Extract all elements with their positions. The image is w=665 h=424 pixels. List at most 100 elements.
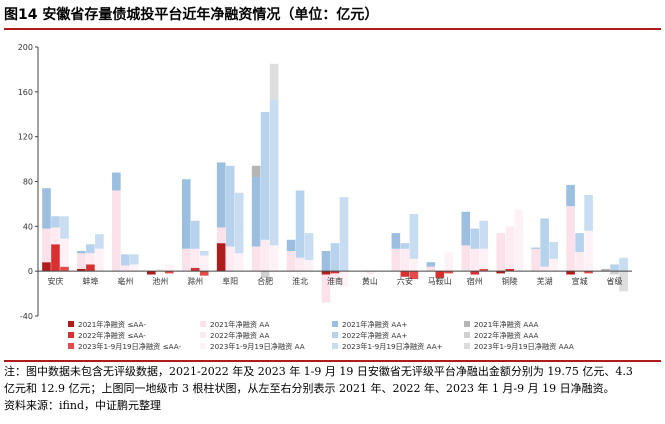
bar-segment-2022-AA [155, 268, 165, 272]
bar-segment-2021-AAminus [77, 268, 86, 272]
bar-segment-2022-AAminus [190, 267, 200, 272]
x-tick-label: 池州 [152, 276, 168, 286]
y-tick-label: 80 [23, 178, 33, 187]
bar-segment-2021-AAminus [216, 243, 226, 272]
bar-segment-2021-AAplus [286, 239, 296, 251]
legend-swatch [68, 332, 74, 338]
bar-segment-2022-AAminus [470, 271, 480, 275]
net-financing-chart: -40 0 40 80 120 160 200 安庆 蚌埠 亳州 池州 滁州 阜阳 合肥 淮北 淮南 黄山 六安… [18, 43, 632, 351]
bar-segment-2023-AA [514, 209, 524, 272]
legend-label: 2021年净融资 AA+ [342, 320, 407, 329]
bar-segment-2022-AA [400, 248, 410, 272]
bar-segment-2021-AAminus [146, 271, 156, 275]
bar-segment-2022-AAplus [86, 244, 95, 254]
bar-segment-2022-AAminus [435, 271, 445, 278]
bar-segment-2023-AAplus [234, 192, 244, 254]
bar-segment-2021-AAminus [321, 271, 331, 275]
bar-segment-2021-AA [286, 250, 296, 272]
bar-segment-2023-AAplus [339, 197, 349, 272]
y-tick-label: 120 [18, 133, 33, 142]
x-tick-label: 阜阳 [222, 276, 238, 286]
legend-swatch [332, 332, 338, 338]
bar-segment-2022-AAplus [295, 190, 305, 258]
legend-label: 2022年净融资 ≤AA- [78, 331, 146, 340]
legend-label: 2023年1-9月19日净融资 AA [210, 342, 305, 351]
bar-segment-2023-AAplus [409, 214, 419, 259]
bar-segment-2021-AAplus [426, 262, 436, 267]
bar-segment-2023-AAA [619, 271, 628, 292]
bar-segment-2023-AAminus [164, 271, 174, 274]
bar-segment-2023-AAplus [304, 233, 314, 260]
legend-label: 2022年净融资 AAA [474, 331, 539, 340]
legend-swatch [200, 321, 206, 327]
bar-segment-2021-AAplus [112, 172, 121, 191]
bar-segment-2021-AAplus [566, 184, 575, 207]
legend-swatch [332, 321, 338, 327]
legend-label: 2023年1-9月19日净融资 AA+ [342, 342, 443, 351]
bar-segment-2023-AA [444, 252, 454, 272]
bar-segment-2022-AAplus [575, 233, 584, 253]
y-tick-label: 0 [28, 267, 33, 276]
bar-segment-2023-AA [339, 271, 349, 287]
legend-swatch [200, 343, 206, 349]
bar-segment-2023-AAminus [409, 271, 419, 280]
bar-segment-2022-AAminus [86, 264, 95, 272]
bar-segment-2021-AA [321, 274, 331, 303]
x-tick-label: 合肥 [257, 276, 273, 286]
x-tick-label: 蚌埠 [82, 276, 98, 286]
bar-segment-2021-AA [496, 233, 506, 272]
bar-segment-2022-AA [540, 266, 549, 272]
bar-segment-2023-AAminus [479, 268, 489, 272]
y-tick-label: 160 [18, 88, 33, 97]
y-tick-label: 200 [18, 43, 33, 52]
bar-segment-2023-AAplus [199, 250, 209, 256]
legend-label: 2021年净融资 AA [210, 320, 269, 329]
bar-segment-2022-AA [86, 253, 95, 265]
figure-title: 图14 安徽省存量债城投平台近年净融资情况（单位：亿元） [4, 4, 661, 30]
bar-segment-2021-AAplus [216, 162, 226, 228]
footnotes: 注：图中数据未包含无评级数据，2021-2022 年及 2023 年 1-9 月… [4, 360, 661, 423]
x-tick-label: 六安 [397, 276, 413, 286]
bar-segment-2021-AAminus [566, 271, 575, 275]
bar-segment-2023-AAminus [199, 271, 209, 276]
bar-segment-2021-AAplus [77, 250, 86, 254]
bar-segment-2022-AA [190, 248, 200, 268]
bar-segment-2023-AA [234, 253, 244, 272]
bar-segment-2021-AA [112, 190, 121, 272]
bar-segment-2023-AAplus [60, 216, 69, 239]
bar-segment-2022-AAminus [51, 244, 60, 272]
legend-label: 2021年净融资 AAA [474, 320, 539, 329]
bar-segment-2023-AA [199, 255, 209, 272]
bar-segment-2021-AA [391, 248, 401, 272]
bar-segment-2022-AAA [260, 271, 270, 278]
bar-segment-2022-AA [225, 246, 235, 272]
bar-segment-2022-AA [575, 252, 584, 272]
bar-segment-2021-AAA [251, 165, 261, 178]
bar-segment-2022-AAplus [400, 243, 410, 249]
bar-segment-2021-AAplus [42, 188, 51, 229]
bar-segment-2022-AAplus [225, 165, 235, 247]
legend-swatch [464, 321, 470, 327]
bar-segment-2022-AAplus [121, 254, 130, 266]
x-tick-label: 省级 [607, 276, 623, 286]
bar-segment-2022-AA [51, 227, 60, 245]
bar-segment-2023-AA [130, 264, 139, 272]
note-line-2: 亿元和 12.9 亿元；上图同一地级市 3 根柱状图，从左至右分别表示 2021… [4, 382, 615, 395]
bar-segment-2023-AA [584, 230, 593, 272]
bar-segment-2022-AAplus [260, 112, 270, 240]
bar-segment-2021-AA [42, 228, 51, 263]
bar-segment-2021-AAA [601, 268, 610, 272]
legend-swatch [68, 321, 74, 327]
bar-segment-2023-AAplus [95, 234, 104, 249]
source-line: 资料来源：ifind，中证鹏元整理 [4, 399, 161, 412]
bar-segment-2022-AA [330, 273, 340, 283]
bar-segment-2021-AA [216, 227, 226, 244]
y-tick-label: -40 [20, 312, 33, 321]
legend-swatch [200, 332, 206, 338]
bar-segment-2022-AA [121, 265, 130, 272]
bar-segment-2021-AA [531, 248, 540, 272]
bar-segment-2021-AAplus [391, 233, 401, 249]
x-tick-label: 安庆 [48, 276, 64, 286]
x-tick-label: 淮南 [327, 276, 343, 286]
bar-segment-2022-AA [295, 257, 305, 272]
